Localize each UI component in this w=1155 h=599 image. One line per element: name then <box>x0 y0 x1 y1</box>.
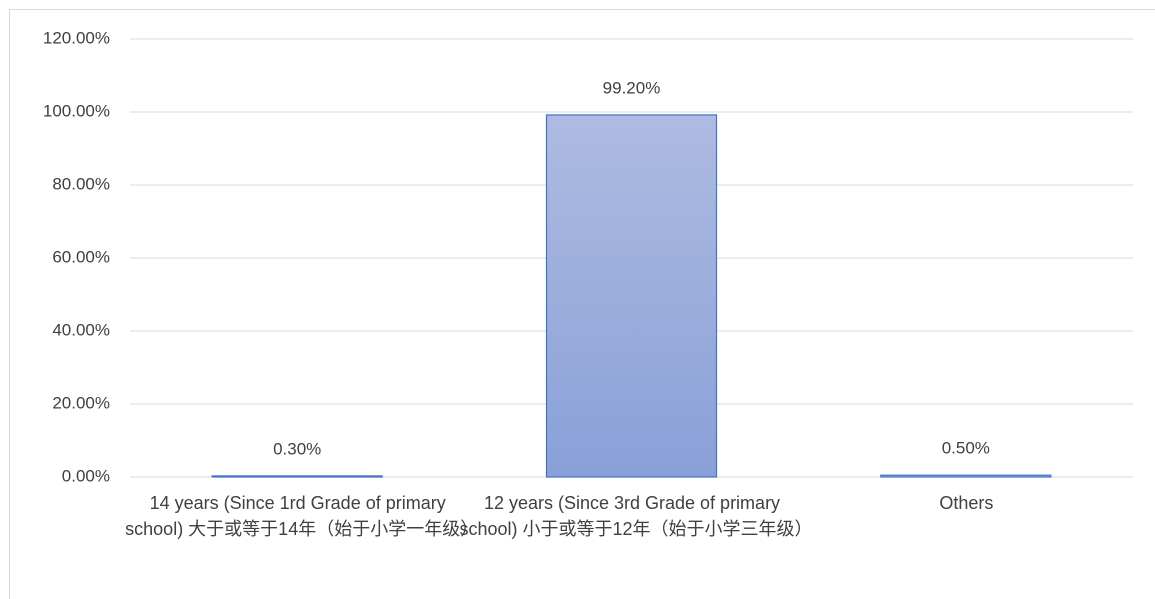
bar <box>211 475 383 478</box>
y-tick-label: 0.00% <box>62 466 110 485</box>
y-tick-label: 20.00% <box>52 393 110 412</box>
data-label: 99.20% <box>603 78 661 97</box>
y-tick-label: 80.00% <box>52 174 110 193</box>
x-tick-label: 12 years (Since 3rd Grade of primary sch… <box>459 493 813 539</box>
y-tick-label: 100.00% <box>43 101 110 120</box>
y-tick-label: 40.00% <box>52 320 110 339</box>
y-tick-label: 60.00% <box>52 247 110 266</box>
x-tick-label: Others <box>939 493 994 513</box>
data-label: 0.50% <box>942 439 990 458</box>
bar <box>545 114 718 478</box>
data-label: 0.30% <box>273 439 321 458</box>
bar <box>880 474 1052 478</box>
chart-frame <box>9 9 1155 599</box>
y-tick-label: 120.00% <box>43 28 110 47</box>
x-tick-label: 14 years (Since 1rd Grade of primary sch… <box>125 493 479 539</box>
